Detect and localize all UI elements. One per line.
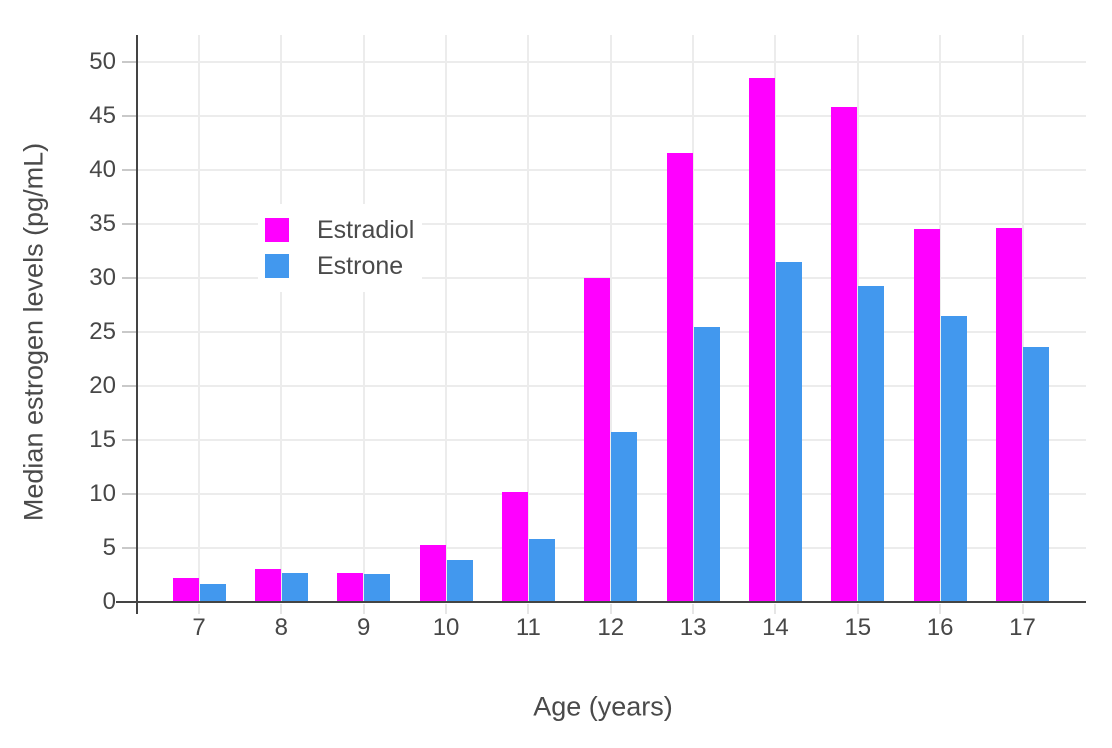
bar-estrone-age-11: [528, 539, 555, 602]
bar-estrone-age-14: [775, 261, 802, 602]
legend: Estradiol Estrone: [258, 204, 422, 292]
x-tick: [774, 604, 777, 614]
y-tick: [122, 331, 136, 333]
y-tick-label: 30: [89, 264, 116, 291]
y-tick-label: 40: [89, 156, 116, 183]
bar-estradiol-age-7: [172, 578, 199, 602]
x-tick-label: 17: [1009, 614, 1036, 641]
bar-estradiol-age-13: [666, 152, 693, 602]
y-tick: [122, 547, 136, 549]
v-gridline: [692, 35, 695, 602]
x-tick: [362, 604, 365, 614]
x-tick-label: 9: [357, 614, 371, 641]
x-tick: [280, 604, 283, 614]
x-tick: [198, 604, 200, 614]
x-tick: [939, 604, 942, 614]
bar-estrone-age-8: [281, 572, 308, 602]
y-tick-label: 50: [89, 48, 116, 75]
v-gridline: [939, 35, 942, 602]
v-gridline: [280, 35, 283, 602]
bar-estradiol-age-15: [831, 107, 858, 602]
x-tick: [609, 604, 612, 614]
y-tick: [122, 223, 136, 225]
y-tick: [122, 493, 136, 495]
bar-estradiol-age-12: [584, 278, 611, 602]
bar-estradiol-age-11: [501, 491, 528, 602]
x-tick-label: 7: [192, 614, 206, 641]
x-tick: [445, 604, 448, 614]
y-tick: [122, 169, 136, 171]
x-tick-label: 14: [762, 614, 789, 641]
legend-label-estradiol: Estradiol: [317, 215, 415, 244]
y-tick-label: 25: [89, 318, 116, 345]
y-axis-title: Median estrogen levels (pg/mL): [18, 142, 49, 522]
y-tick-label: 20: [89, 372, 116, 399]
x-tick: [527, 604, 530, 614]
legend-item-estradiol[interactable]: Estradiol: [258, 215, 415, 244]
x-tick-label: 11: [515, 614, 541, 641]
v-gridline: [198, 35, 200, 602]
y-tick-label: 45: [89, 102, 116, 129]
bar-estrone-age-13: [693, 326, 720, 602]
bar-estrone-age-15: [858, 285, 885, 602]
x-axis-line: [116, 601, 1086, 603]
bar-estradiol-age-9: [337, 572, 364, 602]
y-axis-line: [136, 35, 138, 614]
bar-estradiol-age-10: [419, 544, 446, 602]
x-tick-label: 8: [274, 614, 289, 641]
x-axis-title: Age (years): [533, 691, 673, 722]
y-tick: [122, 385, 136, 387]
y-tick: [122, 61, 136, 63]
legend-swatch-estradiol-icon: [265, 218, 289, 242]
y-tick-label: 0: [102, 588, 116, 615]
bar-estrone-age-12: [611, 432, 638, 602]
x-tick-label: 16: [926, 614, 954, 641]
legend-label-estrone: Estrone: [317, 251, 404, 280]
v-gridline: [527, 35, 530, 602]
y-tick: [122, 277, 136, 279]
bar-estradiol-age-16: [913, 229, 940, 602]
bar-estrone-age-17: [1023, 347, 1049, 602]
v-gridline: [362, 35, 365, 602]
bar-estrone-age-9: [364, 573, 391, 602]
v-gridline: [856, 35, 859, 602]
x-tick-label: 13: [679, 614, 707, 641]
y-tick-label: 15: [89, 426, 116, 453]
y-tick: [122, 115, 136, 117]
bar-estrone-age-7: [199, 583, 226, 602]
bar-estradiol-age-14: [748, 78, 775, 602]
x-tick: [1021, 604, 1024, 614]
x-tick-label: 10: [432, 614, 460, 641]
bar-estradiol-age-17: [996, 228, 1022, 602]
v-gridline: [445, 35, 448, 602]
y-tick: [122, 439, 136, 441]
x-tick: [856, 604, 859, 614]
v-gridline: [774, 35, 777, 602]
bar-estrone-age-10: [446, 559, 473, 602]
v-gridline: [1021, 35, 1024, 602]
legend-item-estrone[interactable]: Estrone: [258, 251, 404, 280]
x-tick: [692, 604, 695, 614]
y-tick-label: 35: [89, 210, 116, 237]
bar-estrone-age-16: [940, 315, 967, 602]
y-tick-label: 10: [89, 480, 116, 507]
x-tick-label: 15: [844, 614, 872, 641]
y-tick-label: 5: [102, 534, 116, 561]
legend-swatch-estrone-icon: [265, 254, 289, 278]
bar-estradiol-age-8: [254, 568, 281, 602]
x-tick-label: 12: [597, 614, 625, 641]
v-gridline: [609, 35, 612, 602]
